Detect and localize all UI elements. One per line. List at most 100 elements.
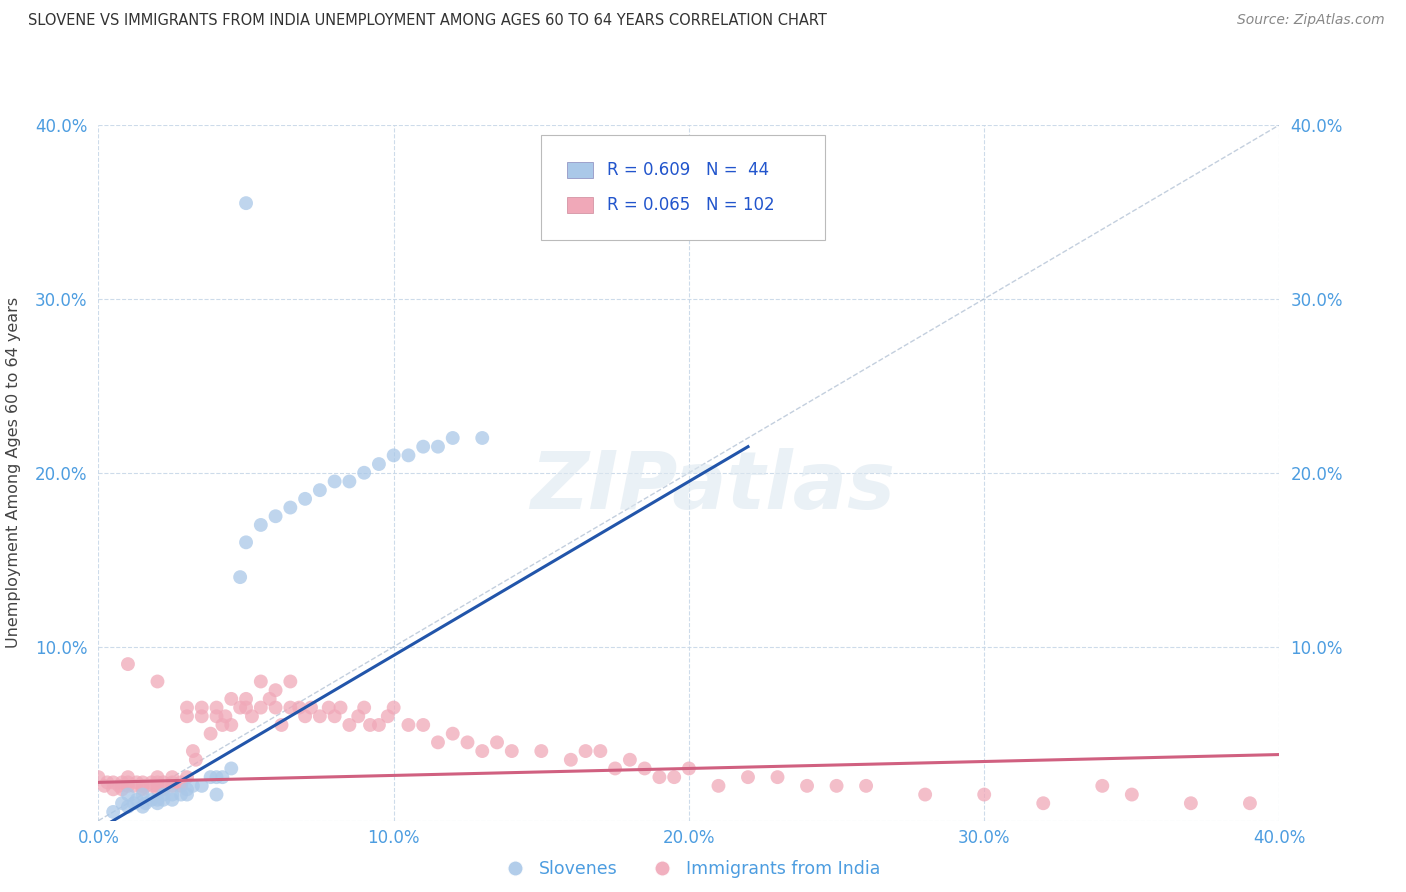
Text: R = 0.609   N =  44: R = 0.609 N = 44 (607, 161, 769, 179)
Point (146, 775, 169, 789)
Point (146, 796, 169, 810)
Point (205, 788, 228, 802)
Point (678, 761, 700, 775)
Point (117, 799, 139, 814)
Point (132, 775, 155, 789)
Point (633, 761, 655, 775)
Point (323, 475, 346, 489)
Point (146, 770, 169, 784)
Point (441, 431, 464, 445)
Point (135, 796, 157, 810)
Point (162, 779, 183, 793)
Point (605, 761, 627, 775)
Point (122, 796, 145, 810)
Point (205, 709, 228, 723)
Point (914, 788, 936, 802)
Point (250, 700, 273, 714)
Point (181, 779, 204, 793)
Point (250, 674, 273, 689)
Point (560, 753, 582, 767)
Point (737, 770, 759, 784)
Point (240, 709, 263, 723)
Point (1239, 796, 1261, 810)
Point (441, 726, 464, 740)
Point (200, 770, 222, 784)
Point (176, 782, 198, 797)
Point (368, 457, 391, 471)
Point (152, 782, 174, 797)
Point (347, 709, 370, 723)
Point (146, 782, 169, 797)
Point (103, 805, 125, 819)
Point (309, 709, 332, 723)
Point (427, 735, 450, 749)
Point (205, 770, 228, 784)
Point (250, 517, 273, 532)
Text: Source: ZipAtlas.com: Source: ZipAtlas.com (1237, 13, 1385, 28)
Point (323, 709, 346, 723)
Point (111, 775, 134, 789)
Point (382, 448, 405, 462)
Point (103, 775, 125, 789)
Point (278, 500, 302, 515)
Point (353, 466, 375, 480)
Point (329, 700, 352, 714)
Point (200, 726, 222, 740)
Point (299, 700, 322, 714)
Point (96, 775, 118, 789)
Point (264, 683, 287, 698)
Point (219, 761, 242, 775)
Point (278, 674, 302, 689)
Point (176, 709, 198, 723)
Point (619, 753, 641, 767)
Point (176, 788, 198, 802)
Point (125, 775, 148, 789)
Point (574, 744, 596, 758)
Point (152, 788, 174, 802)
Point (456, 735, 478, 749)
Point (229, 570, 252, 584)
Point (353, 700, 375, 714)
Point (219, 718, 242, 732)
Point (339, 718, 360, 732)
Point (132, 799, 155, 814)
Point (396, 448, 419, 462)
Point (184, 753, 207, 767)
Point (427, 440, 450, 454)
Point (396, 718, 419, 732)
Point (103, 782, 125, 797)
Point (111, 796, 134, 810)
Point (1121, 788, 1143, 802)
FancyBboxPatch shape (567, 197, 593, 212)
Point (359, 718, 381, 732)
Point (152, 775, 174, 789)
Point (648, 770, 671, 784)
Point (825, 779, 848, 793)
Point (117, 779, 139, 793)
Point (141, 793, 163, 807)
Point (117, 775, 139, 789)
Point (589, 744, 612, 758)
Point (530, 744, 553, 758)
Point (973, 788, 995, 802)
FancyBboxPatch shape (541, 136, 825, 240)
Point (162, 775, 183, 789)
Point (93, 779, 115, 793)
Point (191, 779, 214, 793)
Point (214, 709, 236, 723)
Point (191, 709, 214, 723)
Point (235, 535, 257, 549)
Point (264, 700, 287, 714)
Point (294, 709, 316, 723)
Point (294, 491, 316, 506)
Point (117, 788, 139, 802)
Legend: Slovenes, Immigrants from India: Slovenes, Immigrants from India (491, 853, 887, 885)
Point (309, 483, 332, 497)
Point (181, 744, 204, 758)
Point (111, 782, 134, 797)
Point (146, 779, 169, 793)
Point (132, 788, 155, 802)
Point (170, 788, 193, 802)
Point (664, 770, 686, 784)
Point (191, 700, 214, 714)
